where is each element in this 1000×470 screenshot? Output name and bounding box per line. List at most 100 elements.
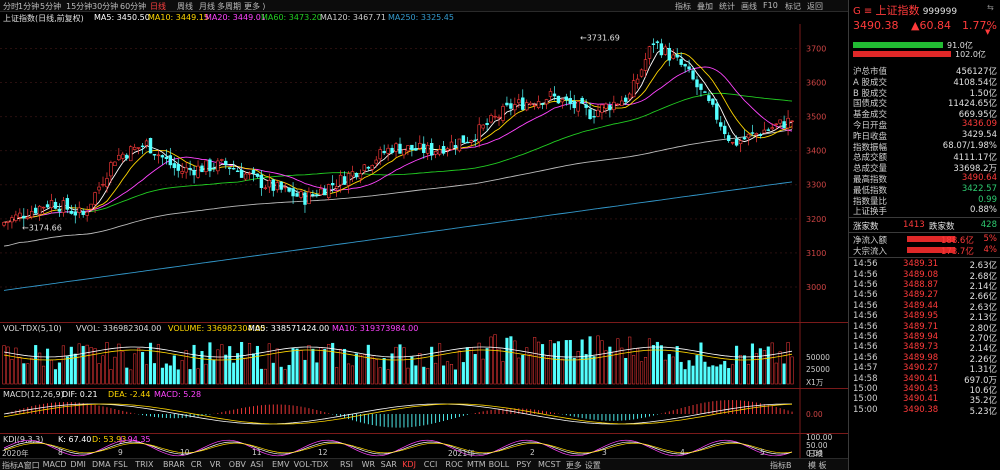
candle [612,95,616,113]
kdj-chart[interactable]: KDJ(9,3,3) K: 67.40 D: 53.93J: 94.35 100.00… [0,433,848,458]
indicator-tab[interactable]: VOL-TDX [293,460,329,469]
volume-bar [521,354,525,385]
indicator-tab[interactable]: WR [361,460,376,469]
period-tab[interactable]: 5分钟 [40,2,62,11]
indicator-tab[interactable]: DMI [70,460,86,469]
candle [327,183,331,201]
stat-row: B 股成交 1.50亿 [853,87,997,99]
indicator-tab[interactable]: ROC [445,460,463,469]
menu-icon[interactable]: G ≡ [853,6,873,17]
toolbar-button[interactable]: 指标 [675,2,691,11]
indicator-tab[interactable]: 模 板 [808,461,827,470]
indicator-tab[interactable]: PSY [516,460,532,469]
candle [85,206,89,222]
stat-value: 3429.54 [961,129,997,140]
tick-time: 15:00 [853,394,878,405]
tick-row: 14:56 3489.73 2.14亿 [853,342,997,354]
toolbar-button[interactable]: 叠加 [697,2,713,11]
period-tab[interactable]: 多周期 [217,2,241,11]
toolbar-button[interactable]: 画线 [741,2,757,11]
volume-bar [244,357,248,385]
period-tab[interactable]: 30分钟 [92,2,119,11]
period-tab[interactable]: 周线 [177,2,193,11]
volume-bar [636,348,640,385]
indicator-legend-item: MACD: 5.28 [154,390,201,399]
volume-bar [727,368,731,385]
indicator-tabs: 指标A 窗口 MACD DMI DMA FSL TRIX BRAR CR VR OBV ASI EMV V… [0,458,848,470]
indicator-tab[interactable]: FSL [113,460,128,469]
tick-price: 3489.71 [903,321,939,332]
indicator-tab[interactable]: RSI [340,460,353,469]
indicator-tab[interactable]: 更多 [565,461,582,470]
indicator-tab[interactable]: CCI [423,460,438,469]
period-tab[interactable]: 日线 [150,2,166,11]
tick-volume: 697.0万 [964,375,997,386]
dropdown-icon[interactable]: ▼ [985,28,991,36]
period-tab[interactable]: 15分钟 [66,2,93,11]
macd-chart[interactable]: MACD(12,26,9)DIF: 0.21 DEA: -2.44 MACD: 5.… [0,388,848,433]
candle [509,98,513,116]
indicator-tab[interactable]: 设置 [584,461,601,470]
tick-time: 15:00 [853,384,878,394]
period-tab[interactable]: 更多 ⟩ [244,2,266,11]
volume-bar [184,350,188,385]
indicator-legend-item: D: 53.93 [92,435,126,444]
toolbar-button[interactable]: 标记 [785,2,801,11]
volume-bar [742,355,747,385]
volume-bar [402,347,406,385]
period-tab[interactable]: 月线 [199,2,215,11]
period-tab[interactable]: 分时 [3,2,19,11]
tick-row: 14:56 3488.87 2.14亿 [853,280,997,292]
volume-bar [18,356,22,385]
indicator-tab[interactable]: MCST [538,460,561,469]
indicator-tab[interactable]: 指标B [770,461,792,470]
volume-bar [129,369,133,385]
tick-volume: 35.2亿 [969,396,997,407]
volume-bar [156,344,160,385]
indicator-tab[interactable]: BOLL [488,460,510,469]
candle [703,90,707,93]
candle [691,66,695,81]
toolbar-button[interactable]: 返回 [807,2,823,11]
volume-bar [715,366,719,385]
candle [627,92,632,101]
indicator-tab[interactable]: ASI [250,460,264,469]
tick-row: 14:56 3489.71 2.80亿 [853,321,997,334]
indicator-tab[interactable]: MTM [467,460,486,469]
candlestick-chart[interactable]: 3700 3600 3500 3400 3300 3200 3100 3000 ←3731.69… [0,24,848,322]
volume-bar [735,345,739,385]
indicator-tab[interactable]: KDJ [402,460,416,469]
candle [723,120,727,139]
candle [33,204,38,216]
indicator-tab[interactable]: SAR [380,460,397,469]
toolbar-button[interactable]: 统计 [719,2,735,11]
indicator-tab[interactable]: 窗口 [23,461,40,470]
candle [695,75,699,95]
indicator-tab[interactable]: MACD [42,460,67,469]
period-tab[interactable]: 1分钟 [18,2,40,11]
candle [624,94,628,106]
indicator-tab[interactable]: VR [209,460,221,469]
indicator-tab[interactable]: TRIX [135,460,154,469]
volume-bar [65,356,69,385]
indicator-tab[interactable]: BRAR [163,460,185,469]
indicator-tab[interactable]: OBV [228,460,246,469]
indicator-tab[interactable]: CR [190,460,202,469]
candle [73,204,77,224]
volume-bar [616,338,620,385]
tick-time: 14:56 [853,300,878,311]
period-tab[interactable]: 60分钟 [120,2,147,11]
candle [406,145,410,156]
candle [758,132,763,139]
divider [849,257,1000,259]
volume-chart[interactable]: VOL-TDX(5,10) VVOL: 336982304.00 VOLUME: 3… [0,322,848,388]
stat-label: 总成交额 [853,153,888,164]
indicator-tab[interactable]: EMV [272,460,290,469]
candle [429,138,434,161]
volume-bar [762,349,766,385]
collapse-icon[interactable]: ⇆ [987,3,994,12]
up-count: 1413 [903,220,925,231]
toolbar-button[interactable]: F10 [763,1,778,10]
indicator-tab[interactable]: DMA [92,460,111,469]
indicator-tab[interactable]: 指标A [2,461,24,470]
